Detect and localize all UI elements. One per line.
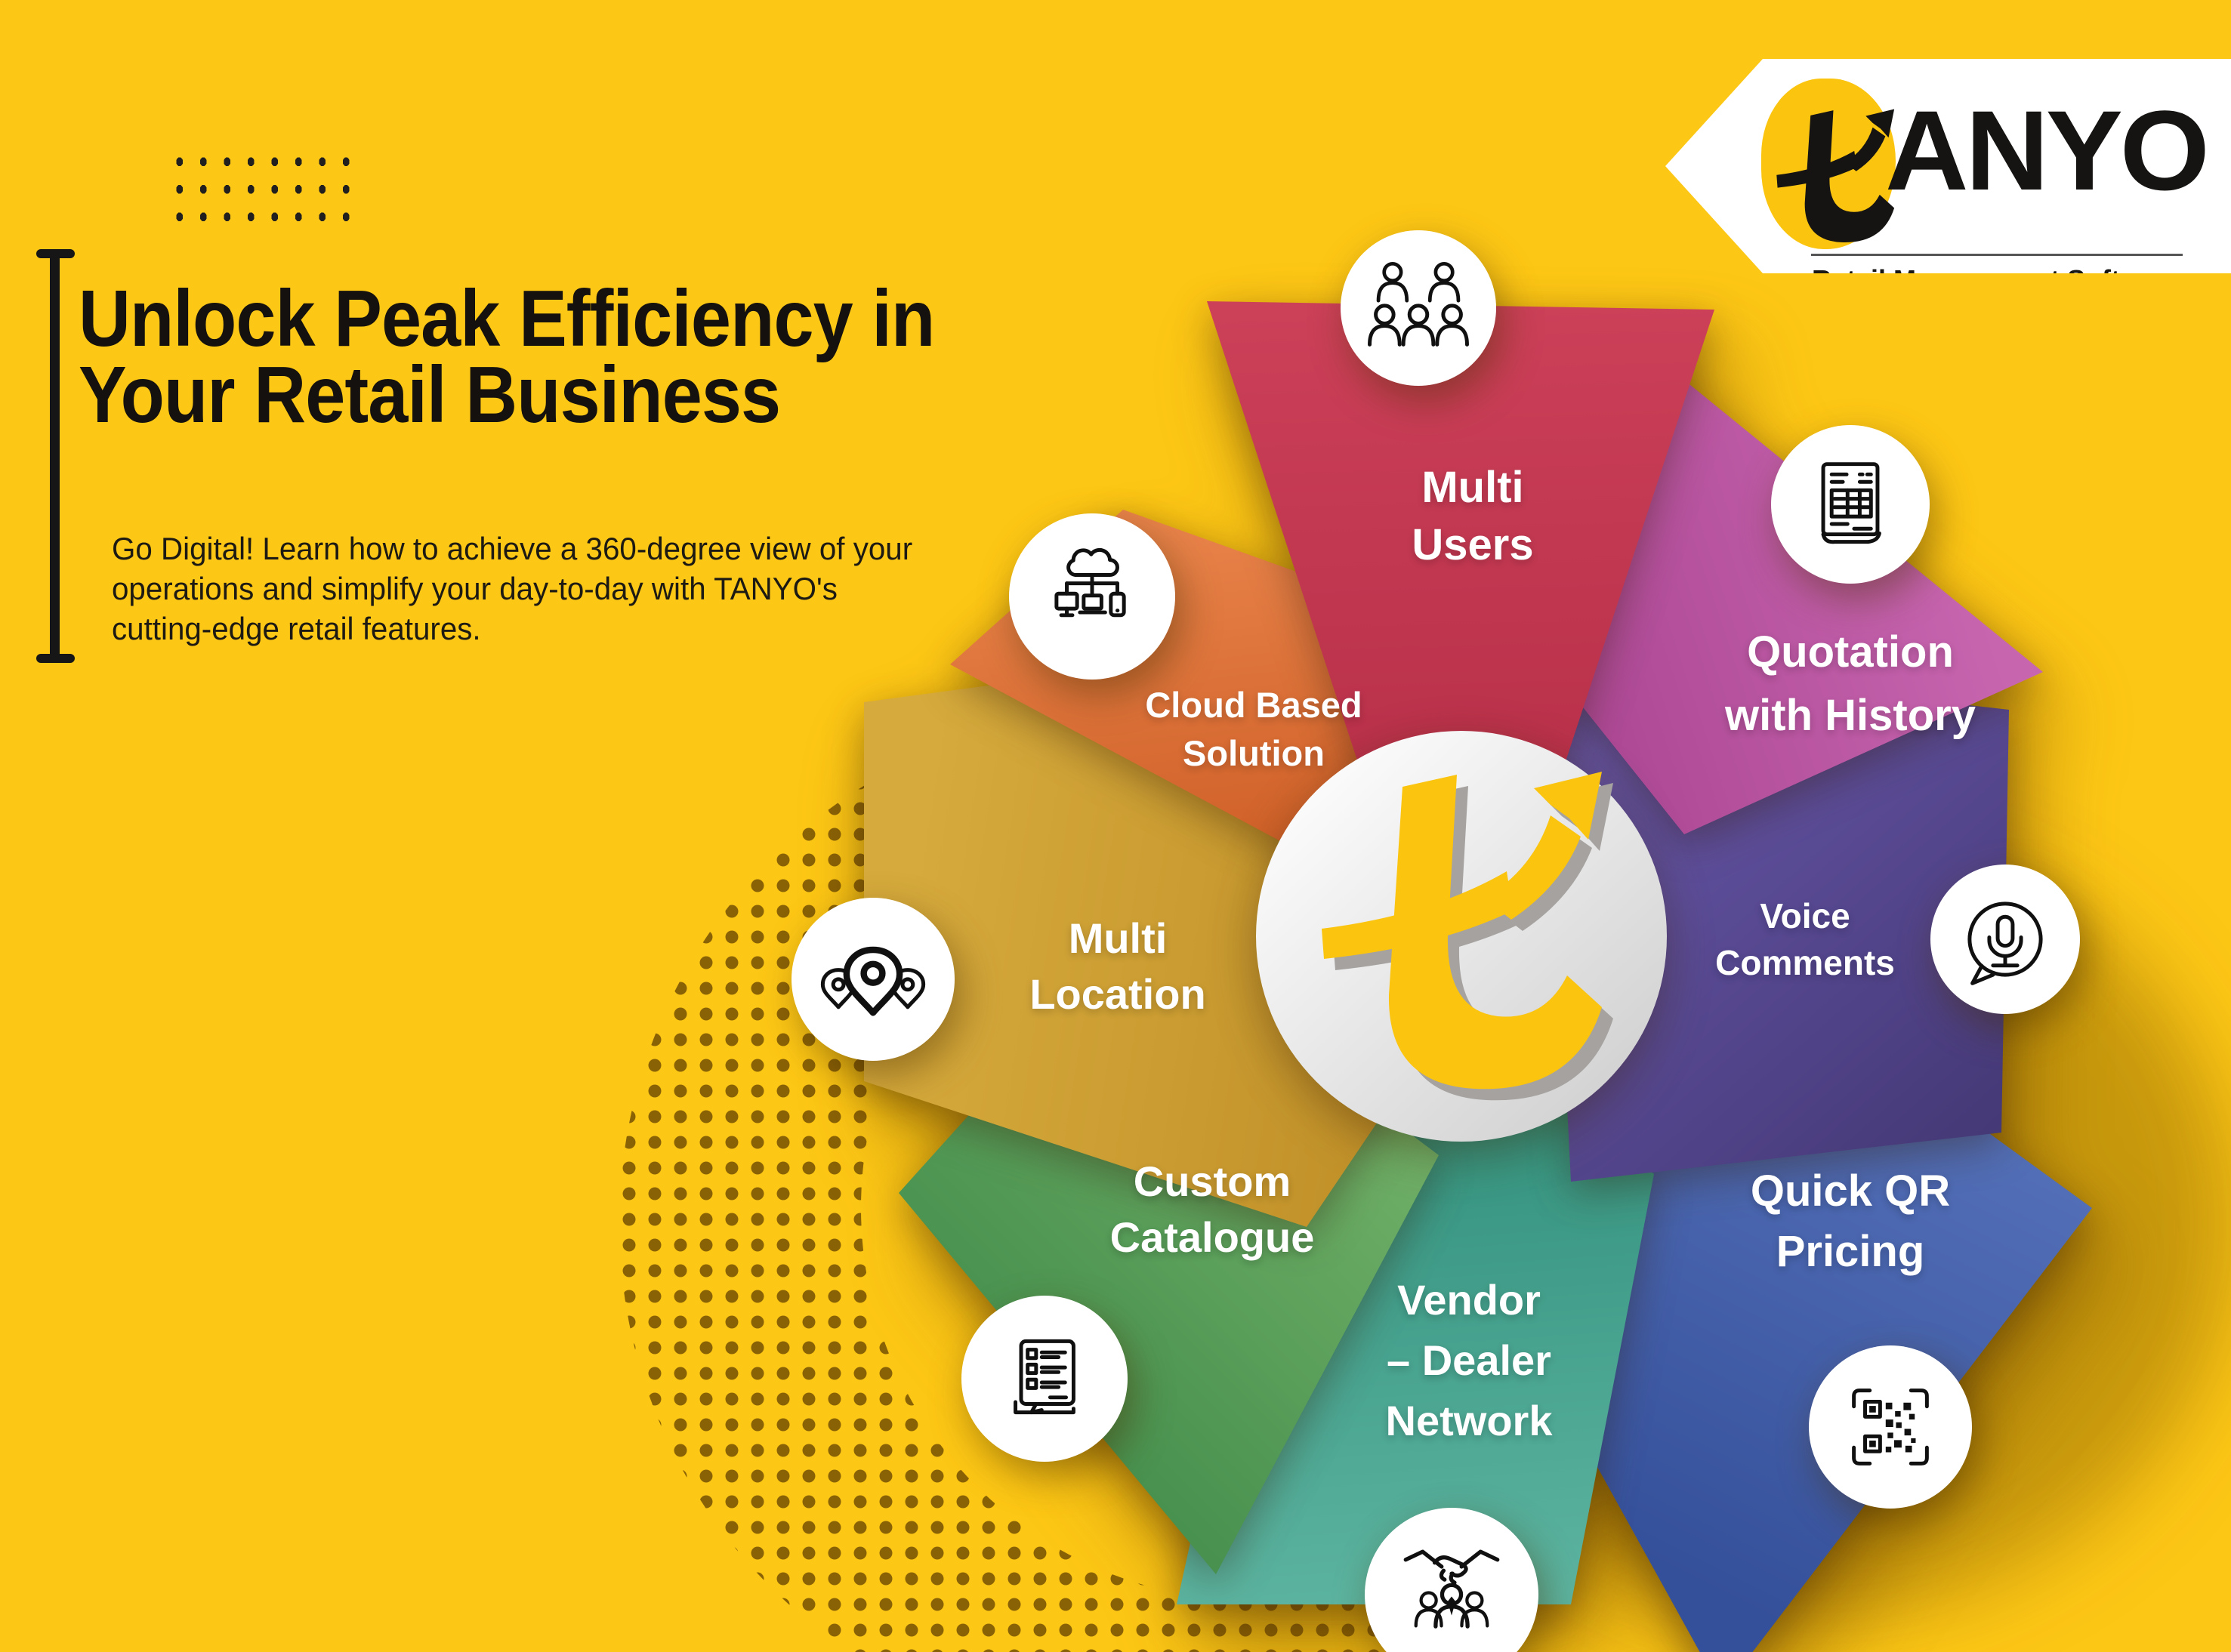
feature-icon-badge-multi-users bbox=[1341, 230, 1496, 386]
petal-multi-users bbox=[1207, 301, 1714, 940]
voice-comment-icon bbox=[1967, 902, 2043, 985]
brand-underline bbox=[1811, 254, 2183, 256]
feature-label-multi-users: Multi Users bbox=[1412, 463, 1534, 569]
quotation-invoice-icon bbox=[1821, 462, 1881, 544]
custom-catalogue-icon bbox=[1014, 1339, 1075, 1415]
feature-label-multi-location: Multi Location bbox=[1029, 914, 1206, 1018]
accent-cap-bottom bbox=[36, 654, 75, 663]
feature-label-voice-comments: Voice Comments bbox=[1715, 896, 1895, 982]
feature-label-quotation: Quotation with History bbox=[1725, 627, 1976, 740]
feature-icon-badge-location bbox=[791, 898, 955, 1061]
feature-label-quick-qr-pricing: Quick QR Pricing bbox=[1750, 1167, 1951, 1276]
multi-location-icon bbox=[820, 946, 926, 1016]
wheel-center-hub bbox=[1256, 731, 1667, 1142]
feature-icon-badge-voice bbox=[1930, 865, 2080, 1014]
feature-label-custom-catalogue: Custom Catalogue bbox=[1109, 1157, 1315, 1261]
cloud-devices-icon bbox=[1054, 547, 1126, 618]
feature-icon-badge-catalogue bbox=[961, 1296, 1128, 1462]
brand-tagline: Retail Management Software bbox=[1811, 264, 2183, 295]
feature-label-cloud-based: Cloud Based Solution bbox=[1145, 685, 1362, 773]
logo-banner: ANYO Retail Management Software bbox=[1665, 59, 2231, 273]
vendor-handshake-icon bbox=[1403, 1549, 1500, 1626]
page-title: Unlock Peak Efficiency in Your Retail Bu… bbox=[79, 274, 935, 439]
qr-scan-icon bbox=[1852, 1388, 1929, 1466]
feature-icon-badge-cloud bbox=[1009, 513, 1175, 680]
brand-text: ANYO bbox=[1885, 87, 2210, 214]
feature-label-vendor-dealer: Vendor – Dealer Network bbox=[1385, 1276, 1553, 1444]
page-subtitle: Go Digital! Learn how to achieve a 360-d… bbox=[112, 531, 913, 646]
feature-icon-badge-handshake bbox=[1365, 1508, 1538, 1652]
feature-icon-badge-quotation bbox=[1771, 425, 1930, 584]
accent-stem bbox=[50, 254, 60, 661]
feature-icon-badge-qr bbox=[1809, 1345, 1972, 1509]
dots-pattern bbox=[168, 148, 359, 231]
